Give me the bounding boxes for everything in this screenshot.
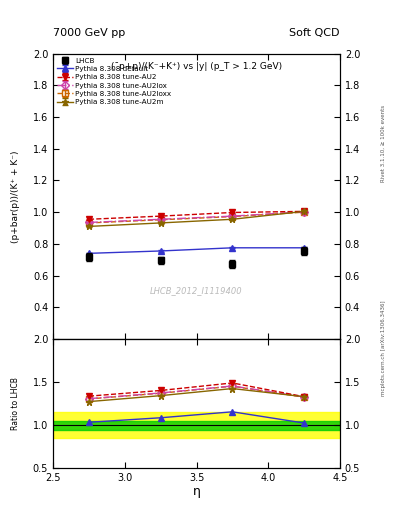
Bar: [53, 412, 340, 438]
Bar: [53, 421, 340, 430]
Text: mcplots.cern.ch [arXiv:1306.3436]: mcplots.cern.ch [arXiv:1306.3436]: [381, 301, 386, 396]
X-axis label: η: η: [193, 485, 200, 498]
Text: Soft QCD: Soft QCD: [290, 28, 340, 38]
Text: 7000 GeV pp: 7000 GeV pp: [53, 28, 125, 38]
Y-axis label: (p+bar(p))/(K⁺ + K⁻): (p+bar(p))/(K⁺ + K⁻): [11, 150, 20, 243]
Text: Rivet 3.1.10, ≥ 100k events: Rivet 3.1.10, ≥ 100k events: [381, 105, 386, 182]
Y-axis label: Ratio to LHCB: Ratio to LHCB: [11, 377, 20, 430]
Legend: LHCB, Pythia 8.308 default, Pythia 8.308 tune-AU2, Pythia 8.308 tune-AU2lox, Pyt: LHCB, Pythia 8.308 default, Pythia 8.308…: [55, 56, 173, 107]
Text: (¯p+p)/(K⁻+K⁺) vs |y| (p_T > 1.2 GeV): (¯p+p)/(K⁻+K⁺) vs |y| (p_T > 1.2 GeV): [111, 62, 282, 71]
Text: LHCB_2012_I1119400: LHCB_2012_I1119400: [150, 286, 243, 295]
